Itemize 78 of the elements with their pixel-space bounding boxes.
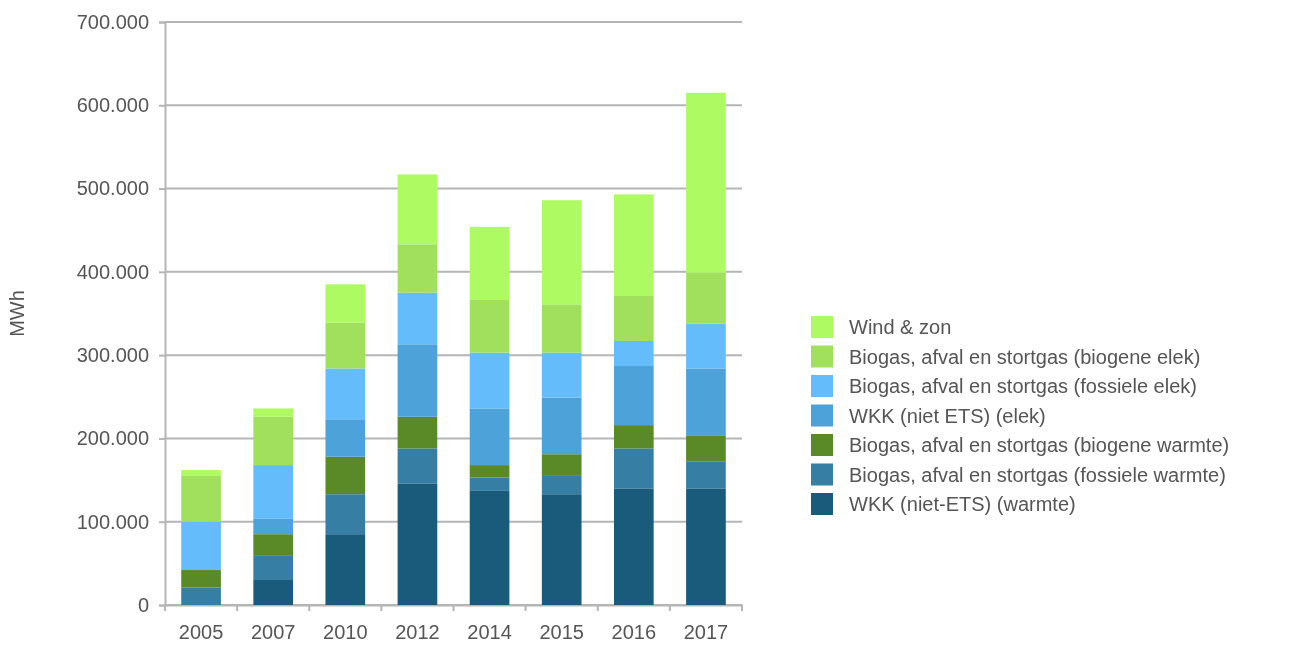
bar [469, 299, 510, 353]
bar [686, 435, 726, 462]
x-tick-label: 2017 [683, 621, 729, 644]
x-tick-label: 2010 [323, 621, 368, 644]
x-tick-label: 2014 [467, 621, 512, 644]
bar [325, 534, 366, 605]
bar [397, 244, 438, 293]
bar [686, 488, 726, 605]
bar [325, 284, 366, 323]
bar [686, 272, 726, 324]
bar [325, 456, 366, 495]
bar [325, 368, 366, 420]
bar [613, 340, 654, 366]
bar [253, 580, 294, 605]
bar [397, 483, 438, 605]
bar [686, 92, 726, 273]
bar [181, 587, 221, 605]
bar [325, 322, 366, 369]
x-tick-label: 2015 [539, 621, 584, 644]
bar [541, 352, 582, 398]
bar [469, 477, 510, 491]
legend-label: Wind & zon [849, 316, 952, 338]
y-tick-label: 700.000 [76, 10, 149, 33]
bar [397, 174, 438, 245]
bar [181, 470, 221, 476]
x-tick-label: 2007 [250, 621, 296, 644]
legend-label: WKK (niet-ETS) (warmte) [849, 493, 1076, 515]
bar [613, 425, 654, 449]
bar [469, 352, 510, 409]
legend-label: WKK (niet ETS) (elek) [849, 404, 1046, 427]
y-tick-label: 100.000 [76, 510, 149, 533]
bar [541, 494, 582, 605]
bar [469, 490, 510, 605]
y-tick-label: 300.000 [76, 344, 149, 367]
x-tick-label: 2005 [178, 621, 224, 644]
legend-label: Biogas, afval en stortgas (fossiele elek) [849, 375, 1197, 397]
bar [397, 416, 438, 449]
bar [253, 555, 294, 581]
y-tick-label: 500.000 [76, 177, 149, 200]
x-tick-label: 2012 [395, 621, 440, 644]
bar [181, 521, 221, 571]
legend-label: Biogas, afval en stortgas (fossiele warmte) [849, 463, 1226, 486]
bar [325, 494, 366, 535]
bar [686, 461, 726, 489]
bar [181, 475, 221, 522]
bar [253, 465, 294, 519]
bar [397, 448, 438, 484]
y-tick-label: 600.000 [76, 94, 149, 117]
bar [541, 200, 582, 305]
bar [253, 416, 294, 466]
x-tick-label: 2016 [611, 621, 657, 644]
bar [541, 304, 582, 353]
y-axis-title: MWh [6, 290, 28, 337]
bar [613, 194, 654, 297]
bar [541, 397, 582, 455]
y-tick-label: 400.000 [76, 260, 149, 283]
bar [613, 488, 654, 605]
bar [253, 408, 294, 417]
bar [253, 534, 294, 556]
bar [469, 226, 510, 300]
bar [613, 448, 654, 489]
bar [469, 408, 510, 466]
bar [541, 454, 582, 476]
bar [541, 475, 582, 495]
legend-label: Biogas, afval en stortgas (biogene warmte) [849, 434, 1230, 456]
bar [613, 296, 654, 341]
bar [325, 419, 366, 457]
legend-label: Biogas, afval en stortgas (biogene elek) [849, 345, 1201, 368]
bar [253, 518, 294, 535]
bar [181, 570, 221, 588]
bar [397, 292, 438, 345]
bar [613, 365, 654, 426]
bar [469, 465, 510, 478]
y-tick-label: 200.000 [76, 427, 149, 450]
bar [397, 344, 438, 417]
y-tick-label: 0 [137, 593, 149, 616]
bar [686, 368, 726, 436]
bar [686, 323, 726, 369]
